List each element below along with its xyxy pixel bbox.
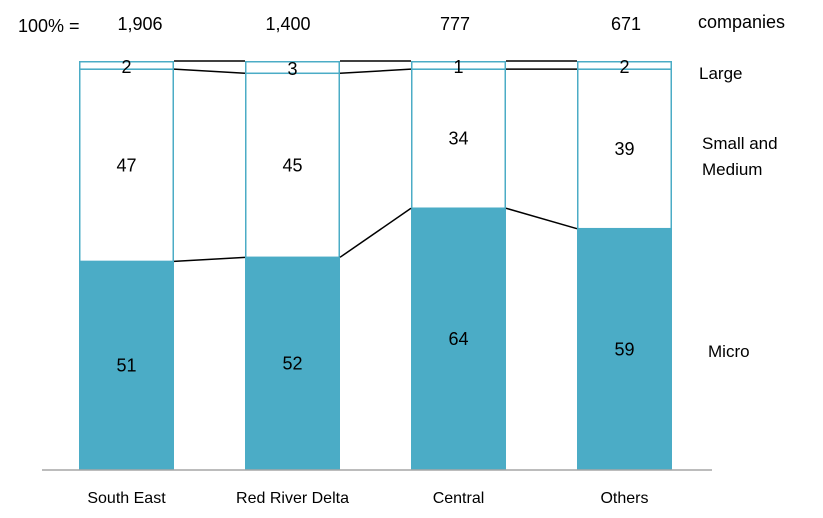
bar-small-medium-1 (245, 72, 340, 259)
x-tick-label-3: Others (600, 490, 648, 507)
total-prefix-label: 100% = (18, 16, 80, 36)
value-label-large-0: 2 (121, 57, 131, 77)
bar-micro-0 (79, 261, 174, 470)
x-tick-labels-group: South East Red River Delta Central Others (87, 490, 648, 507)
total-label-1: 1,400 (265, 14, 310, 34)
total-unit-label: companies (698, 12, 785, 32)
value-label-small-medium-3: 39 (614, 139, 634, 159)
bar-small-medium-0 (79, 68, 174, 263)
total-label-0: 1,906 (117, 14, 162, 34)
x-tick-label-1: Red River Delta (236, 490, 349, 507)
value-label-small-medium-2: 34 (448, 129, 468, 149)
value-label-large-2: 1 (453, 57, 463, 77)
bars-group (79, 61, 672, 471)
bar-large-2 (411, 61, 506, 70)
value-label-micro-2: 64 (448, 329, 468, 349)
bar-small-medium-3 (577, 68, 672, 230)
connector-small-medium-1 (339, 68, 412, 75)
legend-label-large: Large (699, 64, 742, 83)
x-tick-label-0: South East (87, 490, 166, 507)
connector-micro-0 (173, 256, 246, 263)
value-label-micro-0: 51 (116, 356, 136, 376)
total-label-2: 777 (440, 14, 470, 34)
value-labels-group: 51 47 2 52 45 3 64 34 1 59 39 2 (116, 57, 634, 376)
bar-large-0 (79, 61, 174, 70)
connector-small-medium-0 (173, 68, 246, 75)
value-label-micro-3: 59 (614, 339, 634, 359)
series-legend: Large Small and Medium Micro (699, 64, 778, 361)
bar-micro-3 (577, 228, 672, 470)
total-label-3: 671 (611, 14, 641, 34)
value-label-large-1: 3 (287, 59, 297, 79)
value-label-small-medium-0: 47 (116, 155, 136, 175)
connector-lines-group (173, 60, 578, 263)
legend-label-small-medium-line2: Medium (702, 160, 762, 179)
bar-large-1 (245, 61, 340, 75)
bar-small-medium-2 (411, 68, 506, 209)
value-label-micro-1: 52 (282, 354, 302, 374)
connector-micro-1 (339, 207, 412, 258)
value-label-large-3: 2 (619, 57, 629, 77)
bar-micro-1 (245, 257, 340, 470)
bar-large-3 (577, 61, 672, 70)
legend-label-micro: Micro (708, 342, 750, 361)
value-label-small-medium-1: 45 (282, 155, 302, 175)
connector-micro-2 (505, 207, 578, 230)
totals-group: 100% = companies 1,906 1,400 777 671 (18, 12, 785, 36)
legend-label-small-medium-line1: Small and (702, 134, 778, 153)
x-tick-label-2: Central (433, 490, 485, 507)
bar-micro-2 (411, 208, 506, 471)
